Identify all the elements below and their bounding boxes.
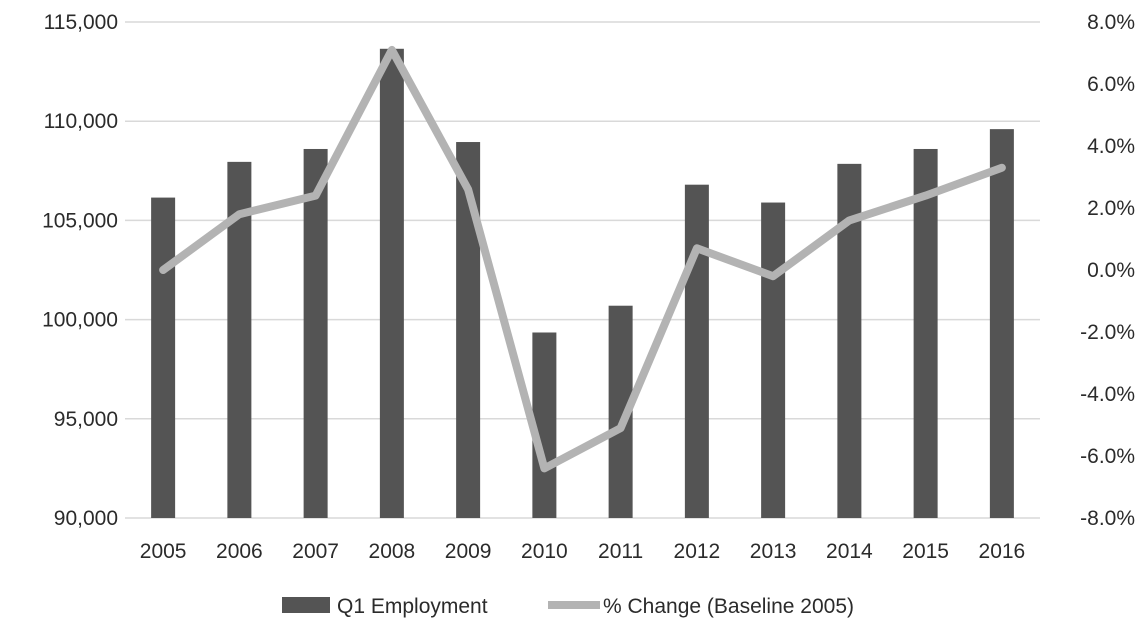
right-axis-ticks: -8.0% -6.0% -4.0% -2.0% 0.0% 2.0% 4.0% 6.0% 8.0%: [1080, 11, 1135, 530]
bar-2016: [989, 129, 1014, 519]
right-axis-tick-label: -6.0%: [1080, 445, 1135, 468]
x-axis-tick-label: 2005: [140, 540, 187, 563]
line-point-2009: [467, 188, 470, 191]
left-axis-tick-label: 90,000: [54, 507, 118, 530]
percent-change-polyline: [159, 45, 1006, 473]
legend-swatch-employment: [282, 597, 330, 613]
bar-2015: [913, 148, 938, 518]
line-point-2012: [695, 247, 698, 250]
line-point-2010: [543, 467, 546, 470]
bar-2005: [151, 197, 176, 519]
right-axis-tick-label: 6.0%: [1087, 73, 1135, 96]
legend-label-employment: Q1 Employment: [337, 595, 488, 618]
line-point-2011: [619, 427, 622, 430]
right-axis-tick-label: -4.0%: [1080, 383, 1135, 406]
x-axis-tick-label: 2013: [750, 540, 797, 563]
bar-2007: [303, 148, 328, 518]
bar-2013: [761, 202, 786, 518]
x-axis-tick-label: 2016: [979, 540, 1026, 563]
line-point-2005: [162, 269, 165, 271]
line-point-2016: [1000, 166, 1003, 169]
left-axis-ticks: 90,000 95,000 100,000 105,000 110,000 115,000: [42, 11, 118, 530]
line-point-2015: [924, 194, 927, 197]
x-axis-tick-label: 2011: [598, 540, 643, 563]
x-axis-tick-label: 2007: [292, 540, 339, 563]
right-axis-tick-label: -2.0%: [1080, 321, 1135, 344]
x-axis-tick-label: 2015: [902, 540, 949, 563]
legend-label-percent-change: % Change (Baseline 2005): [603, 595, 854, 618]
line-point-2006: [238, 213, 241, 216]
gridlines: [125, 21, 1040, 519]
left-axis-tick-label: 105,000: [42, 209, 118, 232]
left-axis-tick-label: 100,000: [42, 309, 118, 332]
bar-2008: [379, 48, 404, 519]
x-axis-tick-label: 2014: [826, 540, 873, 563]
line-point-2014: [848, 219, 851, 222]
left-axis-tick-label: 110,000: [44, 110, 118, 133]
right-axis-tick-label: 8.0%: [1087, 11, 1135, 34]
line-point-2007: [314, 194, 317, 197]
x-axis-tick-label: 2008: [369, 540, 416, 563]
bar-2012: [684, 184, 709, 519]
x-axis-tick-label: 2010: [521, 540, 568, 563]
percent-change-line: [159, 45, 1006, 473]
x-axis-tick-label: 2009: [445, 540, 492, 563]
x-axis-tick-label: 2006: [216, 540, 263, 563]
right-axis-tick-label: -8.0%: [1080, 507, 1135, 530]
line-point-2008: [390, 48, 393, 51]
left-axis-tick-label: 95,000: [54, 408, 118, 431]
x-axis-tick-label: 2012: [674, 540, 721, 563]
line-point-2013: [772, 275, 775, 278]
x-axis-ticks: 2005 2006 2007 2008 2009 2010 2011 2012 2013 2014…: [140, 540, 1025, 563]
right-axis-tick-label: 4.0%: [1087, 135, 1135, 158]
left-axis-tick-label: 115,000: [44, 11, 118, 34]
legend: Q1 Employment % Change (Baseline 2005): [282, 595, 854, 618]
right-axis-tick-label: 2.0%: [1087, 197, 1135, 220]
employment-bars: [151, 48, 1014, 519]
right-axis-tick-label: 0.0%: [1087, 259, 1135, 282]
